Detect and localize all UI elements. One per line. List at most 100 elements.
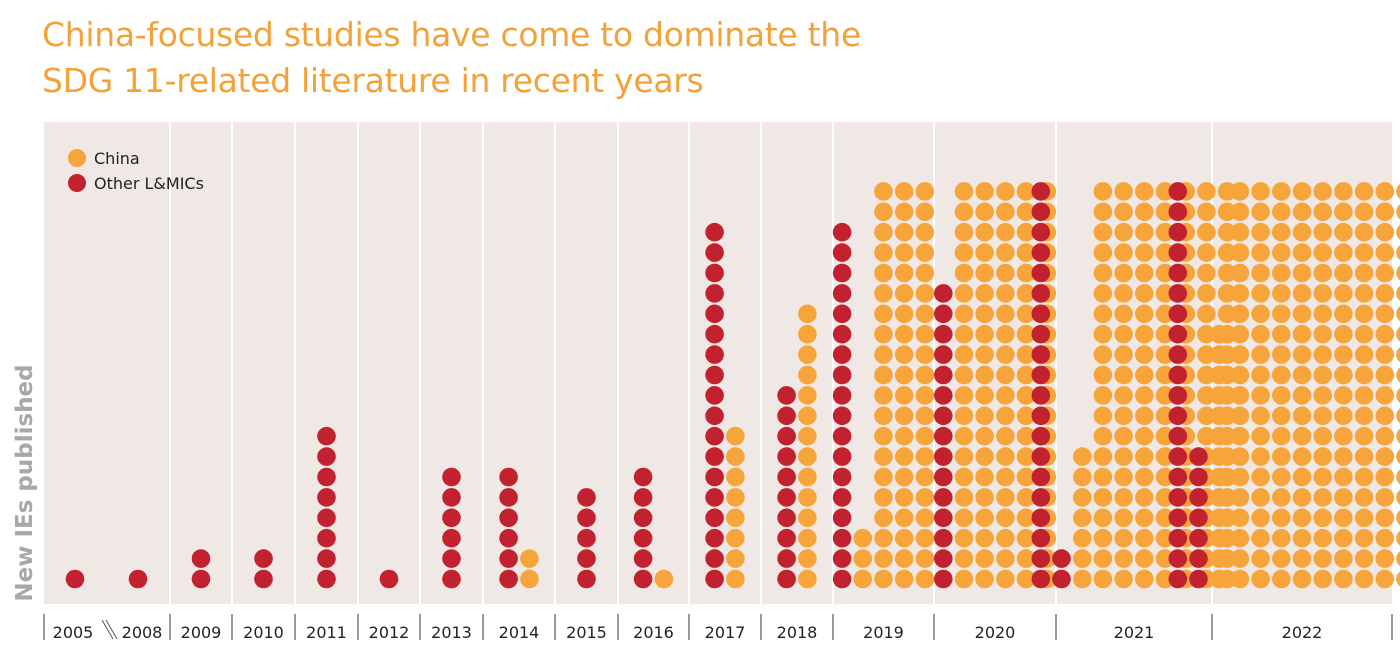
- dot-china-2022: [1209, 569, 1229, 589]
- dot-china-2022: [1334, 345, 1353, 364]
- dot-china-2022: [1396, 408, 1400, 424]
- dot-other-2015: [577, 508, 596, 528]
- dot-other-2017: [705, 386, 724, 405]
- dot-china-2022: [1396, 285, 1400, 301]
- dot-china-2021: [1135, 406, 1154, 426]
- dot-china-2021: [1197, 406, 1216, 426]
- dot-other-2022: [1168, 222, 1188, 242]
- dot-china-2022: [1230, 467, 1250, 487]
- dot-china-2021: [1093, 426, 1113, 446]
- dot-china-2021: [1093, 182, 1113, 201]
- dot-other-2009: [191, 549, 211, 568]
- dot-china-2020: [996, 202, 1015, 222]
- dot-other-2014: [499, 549, 518, 568]
- dot-china-2021: [1114, 467, 1133, 487]
- dot-china-2022: [1292, 447, 1312, 466]
- dot-other-2022: [1168, 528, 1188, 548]
- dot-china-2022: [1251, 345, 1270, 364]
- dot-china-2022: [1251, 284, 1270, 303]
- dot-china-2022: [1354, 406, 1374, 426]
- dot-china-2022: [1292, 426, 1312, 446]
- dot-china-2020: [1016, 549, 1036, 568]
- dot-china-2020: [1016, 304, 1036, 324]
- dot-china-2022: [1354, 304, 1374, 324]
- dot-other-2020: [934, 549, 953, 568]
- dot-other-2019: [832, 488, 852, 507]
- x-tick-label-2013: 2013: [431, 623, 472, 642]
- dot-china-2018: [798, 386, 817, 405]
- x-tick-label-2018: 2018: [777, 623, 818, 642]
- dot-china-2019: [894, 426, 914, 446]
- dot-china-2020: [996, 324, 1015, 344]
- dot-china-2018: [798, 508, 817, 528]
- dot-china-2022: [1230, 569, 1250, 589]
- dot-other-2014: [499, 488, 518, 507]
- dot-china-2022: [1230, 508, 1250, 528]
- dot-china-2022: [1272, 447, 1291, 466]
- dot-china-2022: [1251, 243, 1270, 262]
- dot-china-2020: [996, 365, 1015, 385]
- dot-other-2021: [1031, 202, 1051, 222]
- dot-other-2011: [317, 426, 336, 446]
- dot-china-2020: [996, 467, 1015, 487]
- dot-china-2021: [1073, 508, 1092, 528]
- dot-china-2022: [1209, 488, 1229, 507]
- dot-china-2022: [1354, 284, 1374, 303]
- dot-other-2022: [1189, 447, 1208, 466]
- dot-china-2021: [1114, 202, 1133, 222]
- dot-china-2019: [894, 263, 914, 283]
- dot-china-2022: [1375, 345, 1395, 364]
- dot-china-2019: [894, 284, 914, 303]
- dot-china-2020: [996, 488, 1015, 507]
- dot-china-2022: [1292, 182, 1312, 201]
- dot-china-2022: [1313, 284, 1332, 303]
- dot-china-2022: [1313, 447, 1332, 466]
- dot-china-2021: [1155, 406, 1175, 426]
- dot-other-2016: [633, 508, 653, 528]
- dot-china-2022: [1230, 263, 1250, 283]
- dot-other-2018: [777, 467, 796, 487]
- dot-china-2020: [1016, 426, 1036, 446]
- dot-china-2021: [1155, 447, 1175, 466]
- dot-china-2022: [1354, 222, 1374, 242]
- dot-other-2021: [1031, 569, 1051, 589]
- dot-china-2022: [1251, 549, 1270, 568]
- dot-china-2020: [975, 345, 994, 364]
- x-tick-label-2014: 2014: [499, 623, 540, 642]
- dot-china-2020: [1016, 345, 1036, 364]
- dot-china-2022: [1272, 549, 1291, 568]
- dot-other-2019: [832, 549, 852, 568]
- dot-china-2020: [954, 406, 974, 426]
- dot-china-2022: [1209, 508, 1229, 528]
- dot-china-2022: [1396, 183, 1400, 199]
- dot-china-2022: [1375, 467, 1395, 487]
- dot-china-2017: [726, 528, 745, 548]
- dot-china-2020: [954, 528, 974, 548]
- dot-china-2022: [1396, 306, 1400, 322]
- dot-china-2022: [1313, 467, 1332, 487]
- dot-china-2022: [1313, 304, 1332, 324]
- dot-china-2019: [915, 304, 935, 324]
- dot-china-2022: [1396, 489, 1400, 505]
- dot-china-2021: [1114, 222, 1133, 242]
- dot-china-2022: [1272, 365, 1291, 385]
- dot-other-2013: [442, 569, 461, 589]
- dot-china-2022: [1251, 386, 1270, 405]
- dot-china-2022: [1292, 202, 1312, 222]
- dot-china-2021: [1093, 406, 1113, 426]
- dot-other-2022: [1168, 447, 1188, 466]
- dot-other-2009: [191, 569, 211, 589]
- dot-china-2022: [1396, 428, 1400, 444]
- dot-china-2022: [1251, 406, 1270, 426]
- dot-china-2019: [894, 243, 914, 262]
- dot-china-2022: [1230, 447, 1250, 466]
- dot-china-2022: [1292, 284, 1312, 303]
- dot-china-2021: [1093, 222, 1113, 242]
- dot-china-2022: [1272, 222, 1291, 242]
- dot-china-2022: [1313, 182, 1332, 201]
- dot-other-2011: [317, 447, 336, 466]
- dot-other-2019: [832, 467, 852, 487]
- dot-china-2022: [1272, 528, 1291, 548]
- dot-china-2022: [1230, 304, 1250, 324]
